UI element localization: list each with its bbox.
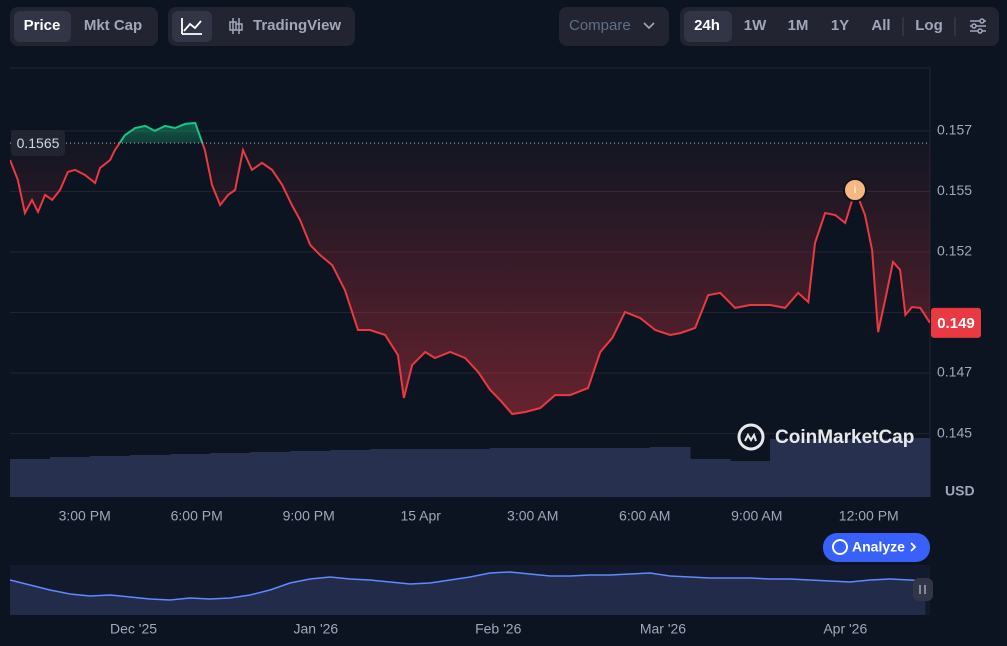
axis-unit: USD [945,483,975,499]
y-tick-label: 0.152 [937,243,972,259]
volume-bar [890,438,931,497]
x-tick-label: 12:00 PM [839,508,899,524]
x-tick-label: 6:00 AM [619,508,670,524]
x-tick-label: 3:00 AM [507,508,558,524]
volume-bar [10,459,51,497]
compare-dropdown[interactable] [559,7,669,46]
volume-bar [330,450,371,497]
watermark-text: CoinMarketCap [775,427,914,448]
volume-bar [610,448,651,497]
x-tick-label: Dec '25 [110,621,157,637]
price-line-down [10,143,930,416]
x-tick-label: 6:00 PM [171,508,223,524]
x-tick-label: Feb '26 [475,621,521,637]
volume-bar [410,449,451,497]
area-up [119,123,203,144]
compare-label: Compare [569,17,631,34]
main-chart: 0.157 0.155 0.152 0.147 0.145 USD 3:00 PM 6:00 … [10,122,981,524]
watermark-logo [737,423,765,451]
volume-bar [50,457,91,497]
event-marker-icon: i [854,182,857,196]
analyze-label: Analyze [852,539,905,555]
volume-bar [570,448,611,497]
range-1y[interactable]: 1Y [831,17,849,34]
y-tick-label: 0.145 [937,424,972,440]
analyze-button[interactable] [823,533,930,562]
volume-bar [650,447,691,497]
volume-bar [730,461,771,497]
analyze-chevron [910,542,917,552]
y-tick-label: 0.157 [937,122,972,138]
tradingview-button[interactable]: TradingView [253,17,341,34]
active-range [684,11,732,42]
volume-bar [370,449,411,497]
volume-bar [250,452,291,497]
mode-group [168,7,355,46]
x-tick-label: Jan '26 [294,621,339,637]
reference-label: 0.1565 [17,135,60,151]
current-price-label: 0.149 [937,315,975,332]
volume-bar [770,439,811,497]
settings-knob [971,23,977,29]
x-tick-label: Mar '26 [640,621,686,637]
line-icon [181,18,202,35]
x-tick-label: 9:00 AM [731,508,782,524]
settings-knob [979,18,985,24]
settings-knob [977,28,983,34]
price-button[interactable]: Price [24,17,61,34]
volume-bar [690,459,731,497]
event-marker[interactable] [843,178,867,202]
volume-bar [810,439,851,497]
volume-bar [450,449,491,497]
overview-handle[interactable] [913,578,933,601]
x-tick-label: 9:00 PM [283,508,335,524]
watermark: CoinMarketCap [737,423,914,451]
handle-grip [919,585,926,594]
range-all[interactable]: All [871,17,890,34]
active-view [14,11,71,42]
range-1w[interactable]: 1W [744,17,767,34]
toolbar: Price Mkt Cap TradingView Compare 24h 1W… [10,7,999,46]
overview-line [9,571,926,601]
watermark-logo-mark [744,432,757,442]
overview-area [10,572,926,615]
volume-bar [290,451,331,497]
overview-chart: Dec '25 Jan '26 Feb '26 Mar '26 Apr '26 [9,565,930,637]
candle-icon [229,18,243,34]
y-tick-label: 0.147 [937,364,972,380]
volume-bar [170,454,211,497]
analyze-icon [832,539,848,555]
volume-bar [490,448,531,497]
volume-bar [130,455,171,497]
chevron [643,22,655,30]
range-24h[interactable]: 24h [694,17,720,34]
price-line-up [118,121,204,144]
mktcap-button[interactable]: Mkt Cap [84,17,142,34]
range-1m[interactable]: 1M [788,17,809,34]
volume-bar [850,439,891,497]
x-tick-label: Apr '26 [823,621,867,637]
volume-bar [530,448,571,497]
x-tick-label: 15 Apr [400,508,441,524]
current-price-box [931,307,981,338]
reference-box [11,130,65,157]
area-down [10,143,930,414]
x-tick-label: 3:00 PM [59,508,111,524]
log-button[interactable]: Log [915,17,943,34]
y-tick-label: 0.155 [937,182,972,198]
volume-bar [90,456,131,497]
range-group [680,7,999,46]
volume-bar [210,453,251,497]
